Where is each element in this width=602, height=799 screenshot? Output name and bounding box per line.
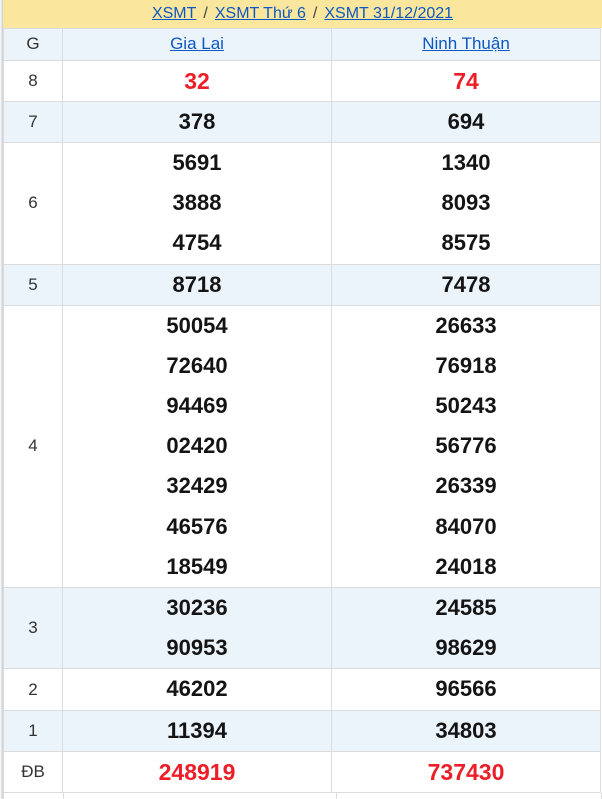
result-cell: 248919 bbox=[62, 750, 332, 793]
province-link-gia-lai[interactable]: Gia Lai bbox=[170, 34, 224, 54]
province-link-ninh-thuan[interactable]: Ninh Thuận bbox=[422, 34, 510, 54]
prize-row-2: 2 46202 96566 bbox=[3, 668, 601, 711]
prize-label: ĐB bbox=[3, 750, 63, 793]
prize-row-4: 4 50054 72640 94469 02420 32429 46576 18… bbox=[3, 304, 601, 589]
result-number: 94469 bbox=[166, 393, 228, 419]
result-number: 72640 bbox=[166, 352, 228, 378]
result-number: 32429 bbox=[166, 473, 228, 499]
prize-label: 7 bbox=[3, 100, 63, 143]
result-number: 8575 bbox=[441, 230, 491, 256]
result-number: 90953 bbox=[166, 635, 228, 661]
breadcrumb-link-xsmt-date[interactable]: XSMT 31/12/2021 bbox=[324, 4, 454, 22]
result-cell: 96566 bbox=[331, 668, 601, 711]
breadcrumb-link-xsmt[interactable]: XSMT bbox=[151, 4, 197, 22]
prize-label: 4 bbox=[3, 304, 63, 589]
result-cell: 74 bbox=[331, 59, 601, 102]
result-cell: 50054 72640 94469 02420 32429 46576 1854… bbox=[62, 304, 332, 589]
prize-row-6: 6 5691 3888 4754 1340 8093 8575 bbox=[3, 141, 601, 265]
page-edge bbox=[0, 0, 3, 799]
result-number: 84070 bbox=[435, 513, 497, 539]
breadcrumb-link-xsmt-thu-6[interactable]: XSMT Thứ 6 bbox=[214, 4, 306, 22]
result-number: 11394 bbox=[167, 717, 227, 743]
prize-row-8: 8 32 74 bbox=[3, 59, 601, 102]
result-number: 7478 bbox=[441, 271, 491, 297]
next-row-peek bbox=[3, 792, 602, 799]
result-number: 02420 bbox=[166, 433, 228, 459]
result-number: 26339 bbox=[435, 473, 497, 499]
result-cell: 378 bbox=[62, 100, 332, 143]
result-number: 46576 bbox=[166, 513, 228, 539]
result-number: 24018 bbox=[435, 553, 497, 579]
result-cell: 8718 bbox=[62, 263, 332, 306]
result-number: 5691 bbox=[172, 149, 222, 175]
result-number: 74 bbox=[453, 67, 479, 94]
result-number: 98629 bbox=[435, 635, 497, 661]
prize-row-5: 5 8718 7478 bbox=[3, 263, 601, 306]
result-number: 694 bbox=[447, 108, 485, 134]
result-number: 46202 bbox=[166, 676, 228, 702]
header-row: G Gia Lai Ninh Thuận bbox=[3, 27, 601, 61]
province-header-gia-lai: Gia Lai bbox=[62, 27, 332, 61]
prize-label: 6 bbox=[3, 141, 63, 265]
result-number: 50054 bbox=[166, 312, 228, 338]
result-cell: 32 bbox=[62, 59, 332, 102]
result-number: 76918 bbox=[435, 352, 497, 378]
results-table: G Gia Lai Ninh Thuận 8 32 74 7 bbox=[3, 27, 601, 793]
lottery-results-board: XSMT / XSMT Thứ 6 / XSMT 31/12/2021 G Gi… bbox=[3, 0, 602, 799]
result-number: 34803 bbox=[435, 717, 497, 743]
prize-label: 2 bbox=[3, 668, 63, 711]
result-number: 248919 bbox=[158, 758, 236, 785]
result-cell: 7478 bbox=[331, 263, 601, 306]
breadcrumb-separator: / bbox=[312, 4, 318, 22]
result-cell: 737430 bbox=[331, 750, 601, 793]
result-cell: 24585 98629 bbox=[331, 587, 601, 670]
result-number: 18549 bbox=[166, 553, 228, 579]
result-cell: 30236 90953 bbox=[62, 587, 332, 670]
result-cell: 34803 bbox=[331, 709, 601, 752]
breadcrumb-separator: / bbox=[203, 4, 208, 22]
result-number: 30236 bbox=[166, 595, 228, 621]
result-cell: 1340 8093 8575 bbox=[331, 141, 601, 265]
breadcrumb: XSMT / XSMT Thứ 6 / XSMT 31/12/2021 bbox=[3, 0, 602, 28]
result-number: 24585 bbox=[435, 595, 497, 621]
result-number: 3888 bbox=[172, 190, 222, 216]
result-number: 8093 bbox=[441, 190, 491, 216]
result-number: 96566 bbox=[435, 676, 497, 702]
result-number: 32 bbox=[184, 67, 210, 94]
prize-label: 1 bbox=[3, 709, 63, 752]
result-cell: 694 bbox=[331, 100, 601, 143]
prize-label: 5 bbox=[3, 263, 63, 306]
province-header-ninh-thuan: Ninh Thuận bbox=[331, 27, 601, 61]
prize-row-3: 3 30236 90953 24585 98629 bbox=[3, 587, 601, 670]
result-number: 50243 bbox=[435, 393, 497, 419]
prize-row-1: 1 11394 34803 bbox=[3, 709, 601, 752]
result-number: 378 bbox=[178, 108, 216, 134]
result-number: 8718 bbox=[172, 271, 222, 297]
prize-column-header: G bbox=[3, 27, 63, 61]
result-number: 1340 bbox=[441, 149, 491, 175]
prize-label: 8 bbox=[3, 59, 63, 102]
result-cell: 11394 bbox=[62, 709, 332, 752]
result-number: 26633 bbox=[435, 312, 497, 338]
result-cell: 26633 76918 50243 56776 26339 84070 2401… bbox=[331, 304, 601, 589]
result-number: 4754 bbox=[172, 230, 222, 256]
prize-row-7: 7 378 694 bbox=[3, 100, 601, 143]
result-cell: 5691 3888 4754 bbox=[62, 141, 332, 265]
prize-row-db: ĐB 248919 737430 bbox=[3, 750, 601, 793]
result-number: 56776 bbox=[435, 433, 497, 459]
prize-label: 3 bbox=[3, 587, 63, 670]
result-cell: 46202 bbox=[62, 668, 332, 711]
result-number: 737430 bbox=[427, 758, 505, 785]
